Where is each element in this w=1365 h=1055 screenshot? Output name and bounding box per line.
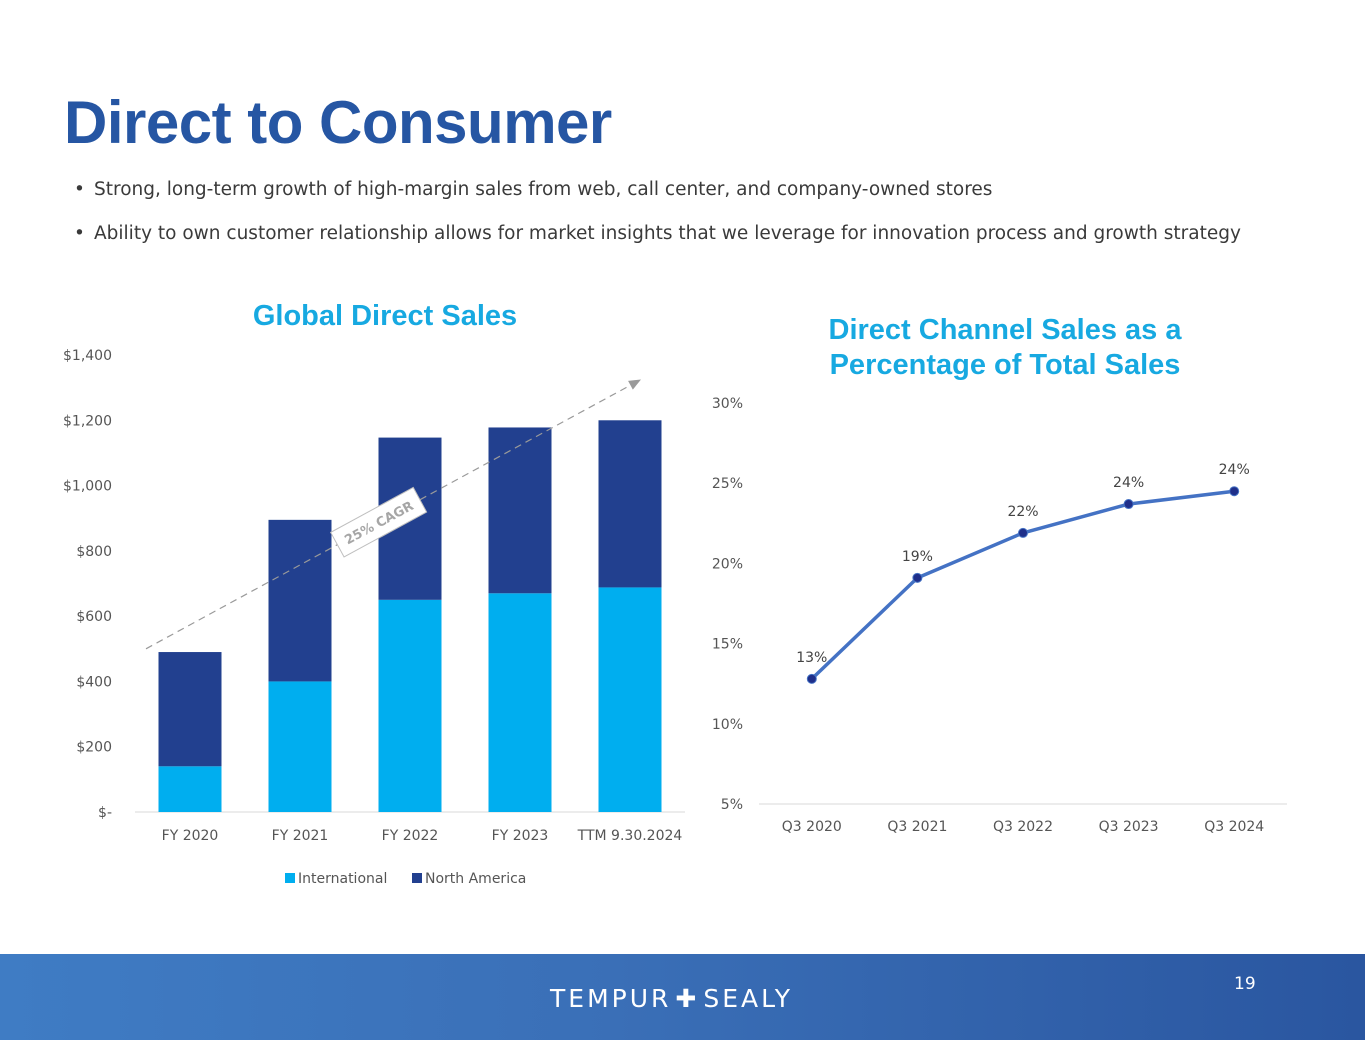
bullet-dot: •: [74, 223, 85, 244]
bar-international: [488, 593, 552, 812]
y-tick-label: $200: [76, 740, 112, 756]
bullet-dot: •: [74, 179, 85, 200]
y-tick-label: $600: [76, 609, 112, 625]
bar-international: [598, 587, 662, 812]
bar-international: [268, 681, 332, 812]
y-tick-label: $-: [98, 805, 112, 821]
bar-chart-title: Global Direct Sales: [252, 300, 518, 332]
logo-text-right: SEALY: [703, 984, 793, 1013]
legend-swatch-international: [285, 873, 295, 883]
y-tick-label: $400: [76, 674, 112, 690]
footer-bar: TEMPUR ✚ SEALY 19: [0, 954, 1365, 1040]
y-tick-label: 5%: [721, 797, 743, 813]
bar-north-america: [268, 519, 332, 682]
bullet-list: • Strong, long-term growth of high-margin…: [74, 178, 1241, 266]
x-tick-label: FY 2023: [492, 828, 549, 844]
bar-north-america: [598, 420, 662, 588]
data-label: 24%: [1219, 462, 1250, 478]
legend-swatch-north-america: [412, 873, 422, 883]
x-tick-label: FY 2022: [382, 828, 439, 844]
charts-canvas: $- $200 $400 $600 $800 $1,000 $1,200 $1,400 FY 2…: [63, 348, 1287, 887]
y-tick-label: $800: [76, 544, 112, 560]
page-number: 19: [1234, 974, 1256, 994]
bar-north-america: [488, 427, 552, 594]
data-label: 24%: [1113, 475, 1144, 491]
data-label: 13%: [796, 650, 827, 666]
x-tick-label: Q3 2024: [1204, 819, 1264, 835]
line-chart-title: Direct Channel Sales as a Percentage of …: [828, 314, 1182, 381]
data-label: 19%: [902, 549, 933, 565]
line-point: [1018, 527, 1028, 538]
x-tick-label: FY 2021: [272, 828, 329, 844]
y-tick-label: $1,400: [63, 348, 112, 364]
y-tick-label: 15%: [712, 637, 743, 653]
x-tick-label: FY 2020: [162, 828, 219, 844]
bullet-text: Ability to own customer relationship all…: [94, 223, 1241, 244]
arrow-head-icon: [628, 379, 641, 390]
y-tick-label: $1,000: [63, 479, 112, 495]
x-tick-label: TTM 9.30.2024: [577, 828, 683, 844]
x-tick-label: Q3 2021: [887, 819, 947, 835]
cagr-label-box: [329, 486, 428, 558]
y-tick-label: 10%: [712, 717, 743, 733]
bullet-item: • Ability to own customer relationship al…: [74, 222, 1241, 246]
logo-text-left: TEMPUR: [550, 984, 672, 1013]
brand-logo: TEMPUR ✚ SEALY: [550, 984, 793, 1013]
plus-icon: ✚: [675, 984, 700, 1013]
y-tick-label: 20%: [712, 556, 743, 572]
data-label: 22%: [1007, 504, 1038, 520]
bar-north-america: [158, 652, 222, 767]
y-tick-label: $1,200: [63, 413, 112, 429]
bullet-text: Strong, long-term growth of high-margin …: [94, 179, 993, 200]
legend-label-north-america: North America: [425, 871, 526, 887]
line-point: [912, 572, 923, 583]
legend-label-international: International: [298, 871, 387, 887]
line-point: [806, 673, 817, 684]
bar-international: [158, 766, 222, 812]
bullet-item: • Strong, long-term growth of high-margin…: [74, 178, 1241, 202]
y-tick-label: 25%: [712, 476, 743, 492]
y-tick-label: 30%: [712, 396, 743, 412]
x-tick-label: Q3 2020: [782, 819, 842, 835]
line-point: [1123, 499, 1134, 510]
line-point: [1229, 486, 1240, 497]
x-tick-label: Q3 2023: [1099, 819, 1159, 835]
page-title: Direct to Consumer: [64, 89, 612, 156]
bar-international: [378, 599, 442, 812]
x-tick-label: Q3 2022: [993, 819, 1053, 835]
